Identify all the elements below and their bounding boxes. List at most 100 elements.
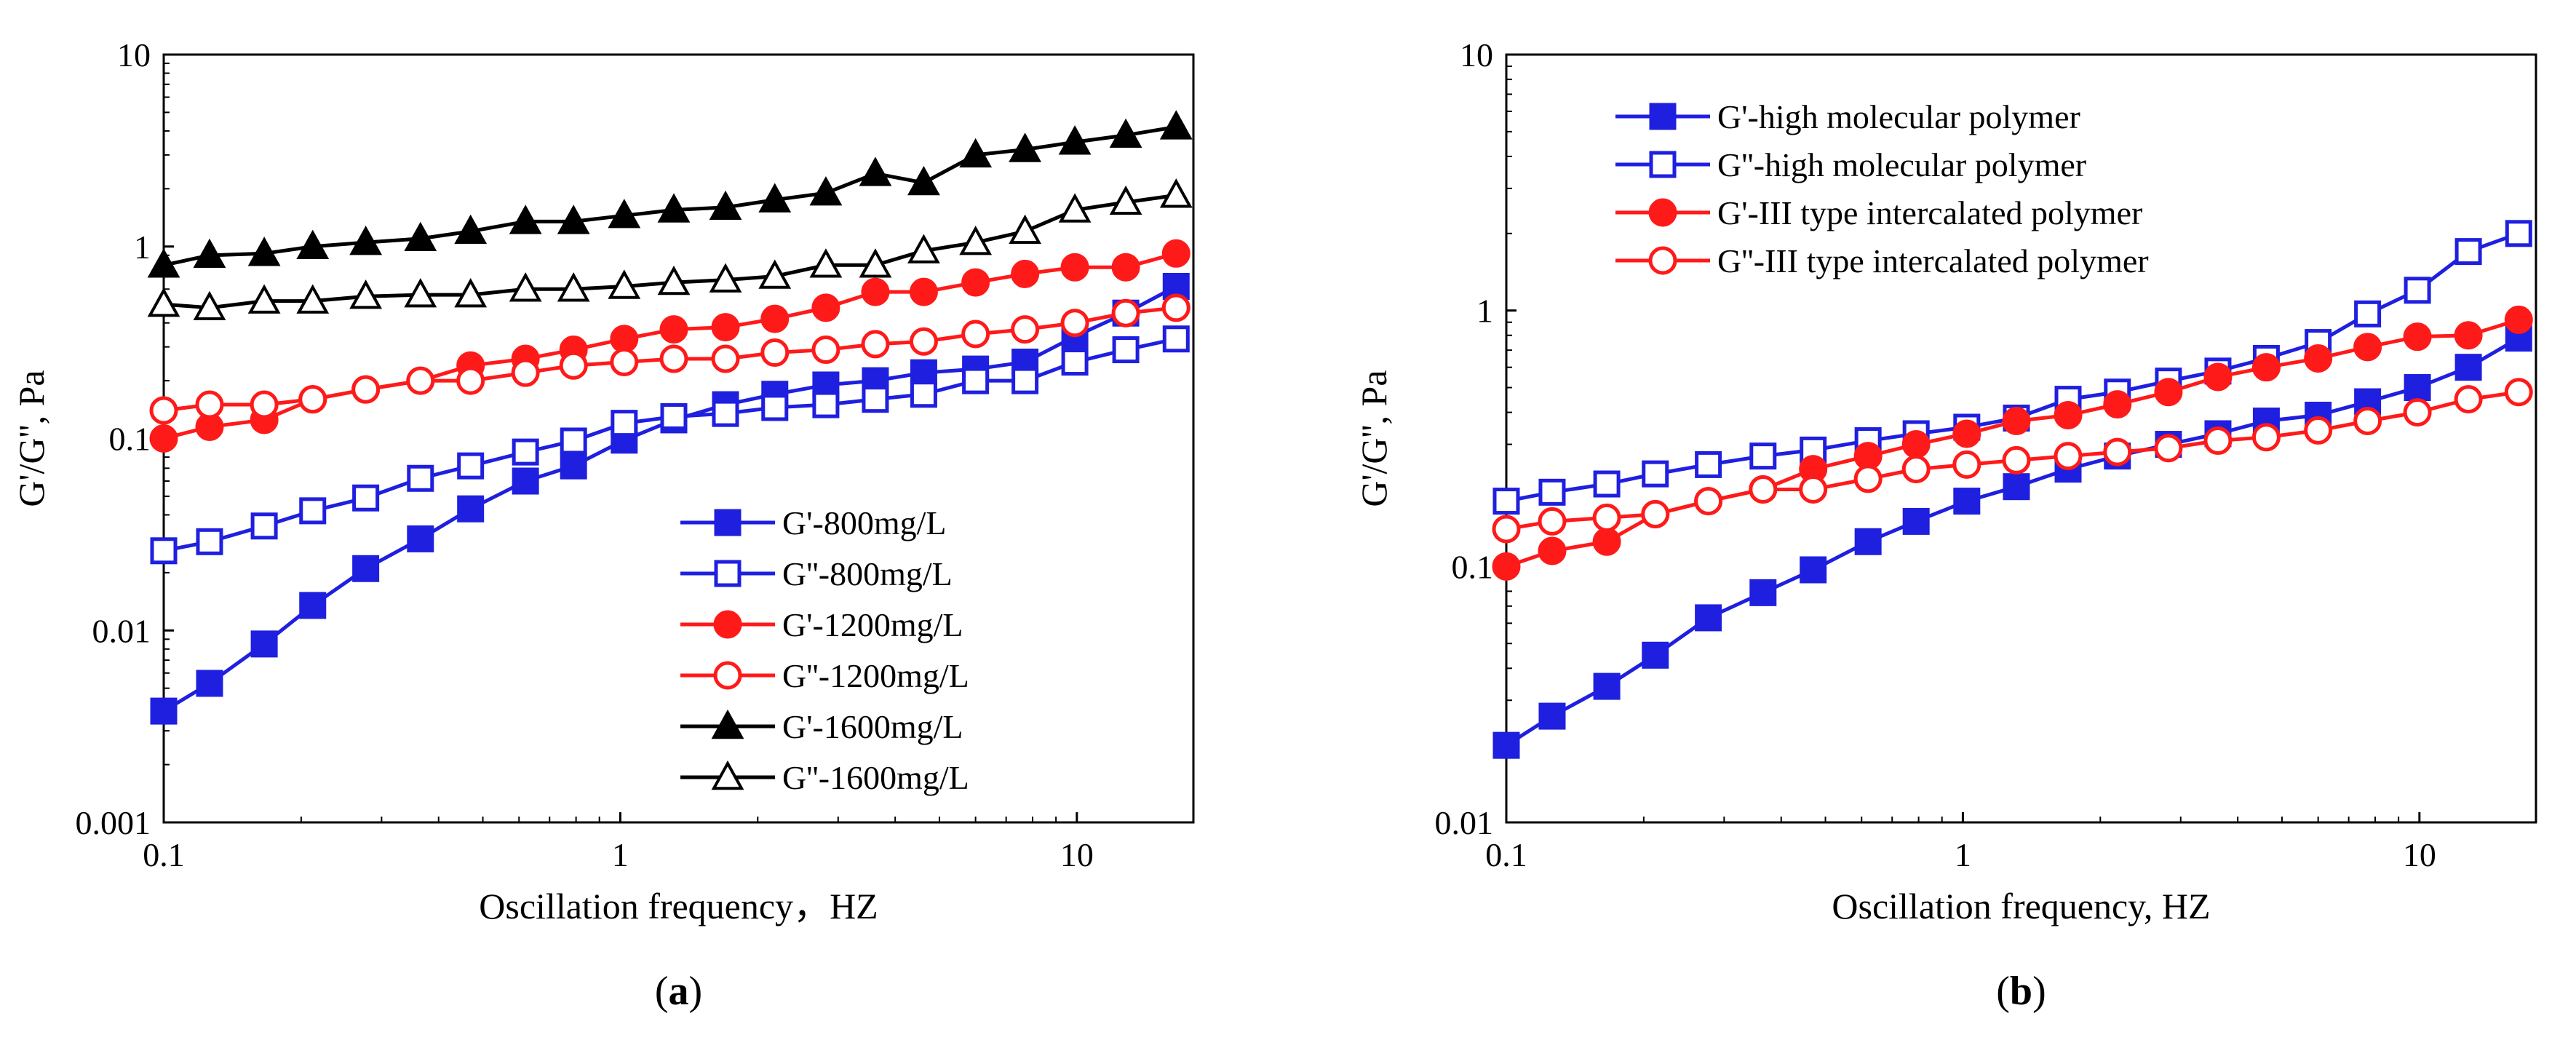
data-point bbox=[1749, 442, 1777, 470]
data-point bbox=[2103, 437, 2132, 467]
panel-label-letter: a bbox=[669, 969, 689, 1014]
data-point bbox=[859, 156, 892, 186]
data-point bbox=[511, 358, 540, 387]
data-point bbox=[1538, 536, 1567, 565]
x-axis-title: Oscillation frequency, HZ bbox=[1832, 886, 2210, 926]
data-point bbox=[509, 272, 542, 302]
data-point bbox=[2504, 378, 2533, 407]
data-point bbox=[454, 278, 488, 308]
data-point bbox=[1161, 239, 1190, 268]
data-point bbox=[404, 221, 437, 252]
data-point bbox=[2251, 423, 2281, 452]
data-point bbox=[1799, 475, 1828, 504]
data-point bbox=[2002, 445, 2031, 475]
legend-marker bbox=[1648, 246, 1677, 275]
panel-label: (a) bbox=[655, 969, 702, 1014]
data-point bbox=[861, 330, 890, 359]
data-point bbox=[660, 402, 688, 430]
data-point bbox=[959, 226, 993, 255]
legend-marker bbox=[711, 709, 744, 739]
legend-label: G''-1200mg/L bbox=[782, 657, 969, 694]
data-point bbox=[1112, 336, 1140, 364]
data-point bbox=[2404, 277, 2431, 304]
data-point bbox=[193, 290, 226, 321]
panel-label-open: ( bbox=[1996, 969, 2010, 1014]
data-point bbox=[1162, 325, 1190, 353]
data-point bbox=[1161, 293, 1190, 322]
data-point bbox=[1592, 503, 1621, 532]
data-point bbox=[512, 467, 539, 495]
legend-marker bbox=[713, 661, 742, 690]
y-tick-label: 0.01 bbox=[1435, 804, 1494, 841]
data-point bbox=[559, 351, 588, 380]
data-point bbox=[1011, 315, 1040, 344]
panel-label: (b) bbox=[1996, 969, 2046, 1014]
y-tick-label: 0.1 bbox=[109, 421, 151, 458]
data-point bbox=[352, 484, 380, 512]
data-point bbox=[457, 452, 485, 480]
data-point bbox=[1111, 253, 1140, 282]
data-point bbox=[760, 304, 790, 333]
data-point bbox=[2154, 378, 2183, 407]
legend-marker bbox=[1649, 151, 1677, 178]
data-point bbox=[659, 315, 688, 344]
legend-label: G'-1200mg/L bbox=[782, 606, 963, 643]
data-point bbox=[910, 359, 937, 386]
data-point bbox=[2103, 390, 2132, 419]
data-point bbox=[150, 537, 178, 565]
data-point bbox=[2251, 353, 2281, 382]
data-point bbox=[407, 464, 434, 492]
data-point bbox=[758, 183, 792, 213]
data-point bbox=[2454, 238, 2482, 266]
x-tick-label: 10 bbox=[2403, 836, 2436, 873]
legend-label: G'-1600mg/L bbox=[782, 708, 963, 745]
data-point bbox=[959, 138, 993, 168]
data-point bbox=[457, 495, 485, 523]
data-point bbox=[2353, 333, 2382, 362]
legend-label: G''-1600mg/L bbox=[782, 759, 969, 796]
data-point bbox=[961, 268, 990, 297]
data-point bbox=[758, 259, 792, 289]
data-point bbox=[1109, 185, 1142, 215]
legend-label: G'-high molecular polymer bbox=[1717, 98, 2080, 135]
y-tick-label: 10 bbox=[1460, 36, 1493, 74]
data-point bbox=[1901, 430, 1931, 459]
series-g-1200mg-l bbox=[149, 293, 1190, 425]
data-point bbox=[2454, 354, 2482, 381]
data-point bbox=[351, 375, 381, 404]
series-g-1600mg-l bbox=[147, 110, 1193, 278]
data-point bbox=[2505, 220, 2532, 247]
data-point bbox=[1901, 455, 1931, 484]
data-point bbox=[250, 512, 278, 540]
legend-label: G''-800mg/L bbox=[782, 555, 953, 592]
data-point bbox=[809, 176, 843, 206]
series-g-1600mg-l bbox=[147, 178, 1193, 321]
data-point bbox=[1902, 507, 1930, 535]
data-point bbox=[1695, 450, 1722, 478]
data-point bbox=[247, 284, 281, 314]
data-point bbox=[611, 410, 638, 437]
legend: G'-high molecular polymer G''-high molecu… bbox=[1615, 98, 2149, 279]
data-point bbox=[250, 630, 278, 658]
data-point bbox=[1952, 450, 1981, 479]
data-point bbox=[711, 313, 740, 342]
data-point bbox=[1009, 214, 1042, 245]
data-point bbox=[1060, 253, 1089, 282]
data-point bbox=[2304, 416, 2333, 445]
data-point bbox=[2203, 426, 2233, 456]
data-point bbox=[2403, 322, 2432, 352]
data-point bbox=[1854, 528, 1882, 555]
data-point bbox=[1953, 488, 1981, 515]
plot-frame bbox=[1505, 53, 2537, 824]
data-point bbox=[659, 344, 688, 373]
y-axis-title: G'/G'', Pa bbox=[11, 370, 52, 507]
data-point bbox=[247, 237, 281, 266]
y-tick-label: 10 bbox=[117, 36, 151, 74]
y-axis-title: G'/G'', Pa bbox=[1353, 370, 1394, 507]
data-point bbox=[512, 438, 539, 466]
data-point bbox=[1749, 475, 1778, 504]
data-point bbox=[1492, 552, 1521, 581]
data-point bbox=[1060, 309, 1089, 338]
legend-marker bbox=[1649, 103, 1677, 130]
data-point bbox=[1593, 470, 1621, 498]
